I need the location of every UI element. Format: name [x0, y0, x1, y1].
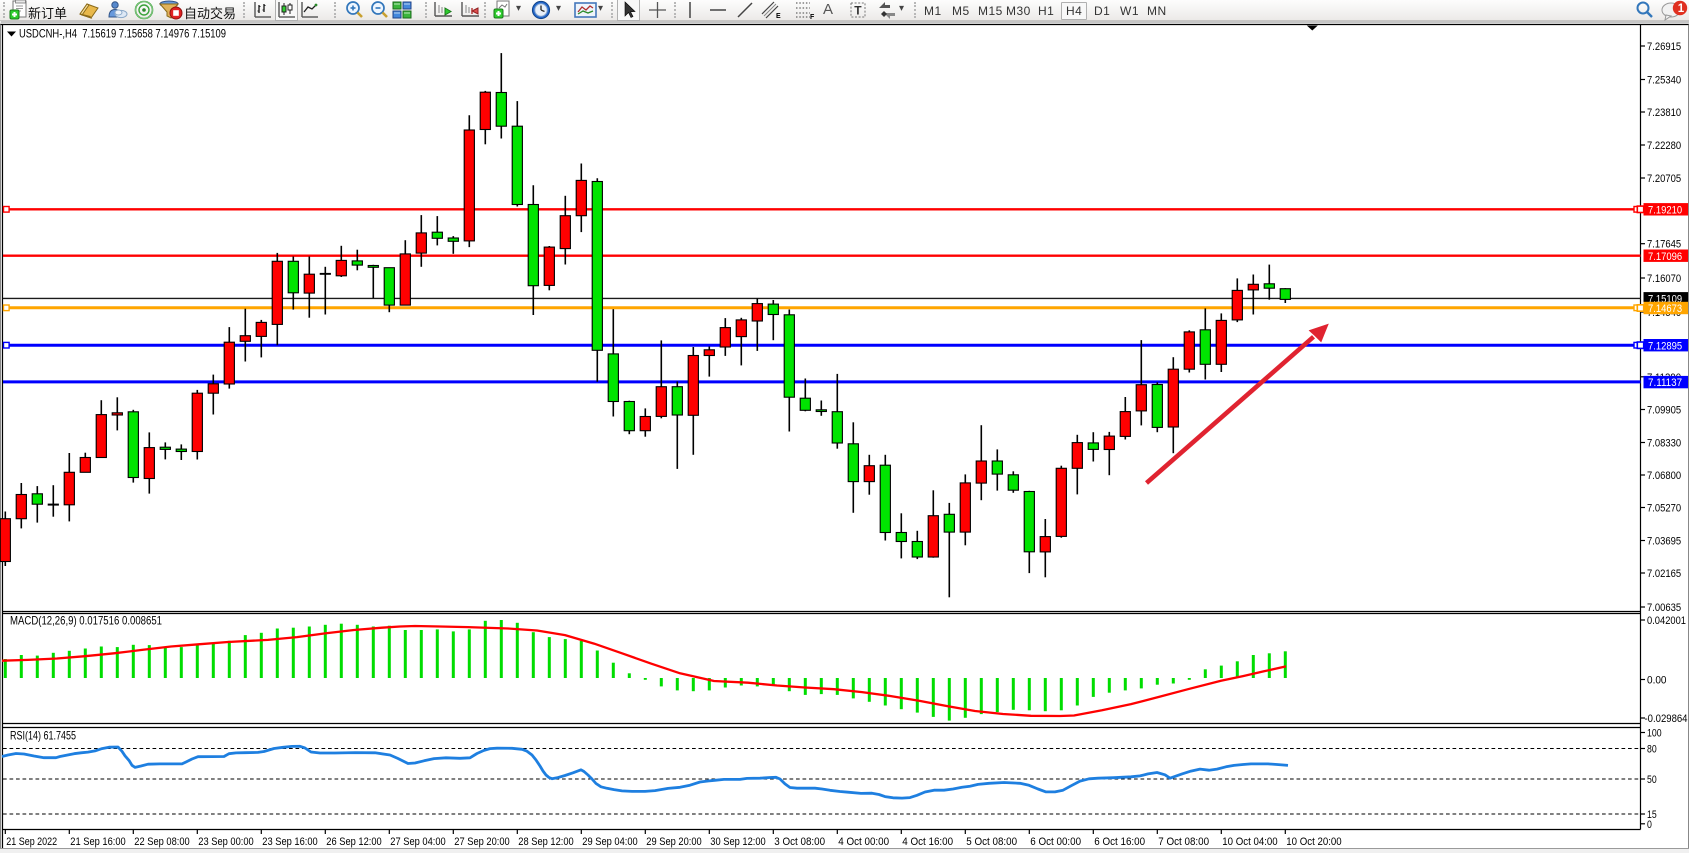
svg-text:26 Sep 12:00: 26 Sep 12:00	[326, 836, 381, 848]
svg-text:7.25340: 7.25340	[1647, 75, 1681, 87]
svg-text:7.00635: 7.00635	[1647, 602, 1681, 614]
svg-text:7.02165: 7.02165	[1647, 568, 1681, 580]
svg-text:1: 1	[1678, 3, 1685, 15]
svg-text:4 Oct 00:00: 4 Oct 00:00	[838, 836, 889, 848]
svg-text:30 Sep 12:00: 30 Sep 12:00	[710, 836, 765, 848]
svg-text:5 Oct 08:00: 5 Oct 08:00	[966, 836, 1017, 848]
svg-text:29 Sep 04:00: 29 Sep 04:00	[582, 836, 637, 848]
svg-text:USDCNH-,H4 7.15619 7.15658 7.: USDCNH-,H4 7.15619 7.15658 7.14976 7.151…	[19, 27, 226, 41]
svg-text:7.06800: 7.06800	[1647, 470, 1681, 482]
svg-text:F: F	[810, 14, 815, 20]
svg-text:27 Sep 04:00: 27 Sep 04:00	[390, 836, 445, 848]
svg-text:0: 0	[1647, 819, 1652, 831]
svg-text:7.05270: 7.05270	[1647, 503, 1681, 515]
svg-text:7.09905: 7.09905	[1647, 405, 1681, 417]
svg-text:7.14673: 7.14673	[1648, 303, 1682, 315]
svg-text:7.16070: 7.16070	[1647, 273, 1681, 285]
svg-text:7.12895: 7.12895	[1648, 340, 1682, 352]
svg-text:4 Oct 16:00: 4 Oct 16:00	[902, 836, 953, 848]
svg-text:6 Oct 00:00: 6 Oct 00:00	[1030, 836, 1081, 848]
svg-text:MACD(12,26,9) 0.017516 0.00865: MACD(12,26,9) 0.017516 0.008651	[10, 614, 162, 628]
svg-text:0.042001: 0.042001	[1647, 615, 1686, 627]
svg-text:15: 15	[1647, 809, 1657, 821]
svg-text:7.17096: 7.17096	[1648, 251, 1682, 263]
svg-text:7 Oct 08:00: 7 Oct 08:00	[1158, 836, 1209, 848]
svg-text:21 Sep 2022: 21 Sep 2022	[6, 836, 57, 848]
svg-text:50: 50	[1647, 774, 1657, 786]
svg-text:10 Oct 04:00: 10 Oct 04:00	[1222, 836, 1277, 848]
svg-text:23 Sep 16:00: 23 Sep 16:00	[262, 836, 317, 848]
svg-text:RSI(14) 61.7455: RSI(14) 61.7455	[10, 729, 76, 743]
svg-text:6 Oct 16:00: 6 Oct 16:00	[1094, 836, 1145, 848]
svg-text:80: 80	[1647, 744, 1657, 756]
svg-text:E: E	[776, 13, 781, 20]
svg-text:0.00: 0.00	[1647, 675, 1667, 687]
svg-text:23 Sep 00:00: 23 Sep 00:00	[198, 836, 253, 848]
svg-text:7.03695: 7.03695	[1647, 536, 1681, 548]
svg-text:100: 100	[1647, 728, 1662, 740]
svg-text:7.11137: 7.11137	[1648, 377, 1682, 389]
svg-text:7.23810: 7.23810	[1647, 107, 1681, 119]
svg-text:10 Oct 20:00: 10 Oct 20:00	[1286, 836, 1341, 848]
svg-text:7.22280: 7.22280	[1647, 140, 1681, 152]
svg-text:7.19210: 7.19210	[1648, 204, 1682, 216]
svg-text:3 Oct 08:00: 3 Oct 08:00	[774, 836, 825, 848]
svg-text:21 Sep 16:00: 21 Sep 16:00	[70, 836, 125, 848]
svg-text:7.08330: 7.08330	[1647, 438, 1681, 450]
svg-text:27 Sep 20:00: 27 Sep 20:00	[454, 836, 509, 848]
svg-text:7.17645: 7.17645	[1647, 239, 1681, 251]
svg-text:28 Sep 12:00: 28 Sep 12:00	[518, 836, 573, 848]
svg-text:7.20705: 7.20705	[1647, 173, 1681, 185]
svg-text:7.26915: 7.26915	[1647, 41, 1681, 53]
svg-text:22 Sep 08:00: 22 Sep 08:00	[134, 836, 189, 848]
svg-text:-0.029864: -0.029864	[1645, 713, 1688, 725]
svg-text:29 Sep 20:00: 29 Sep 20:00	[646, 836, 701, 848]
svg-text:T: T	[854, 4, 862, 18]
